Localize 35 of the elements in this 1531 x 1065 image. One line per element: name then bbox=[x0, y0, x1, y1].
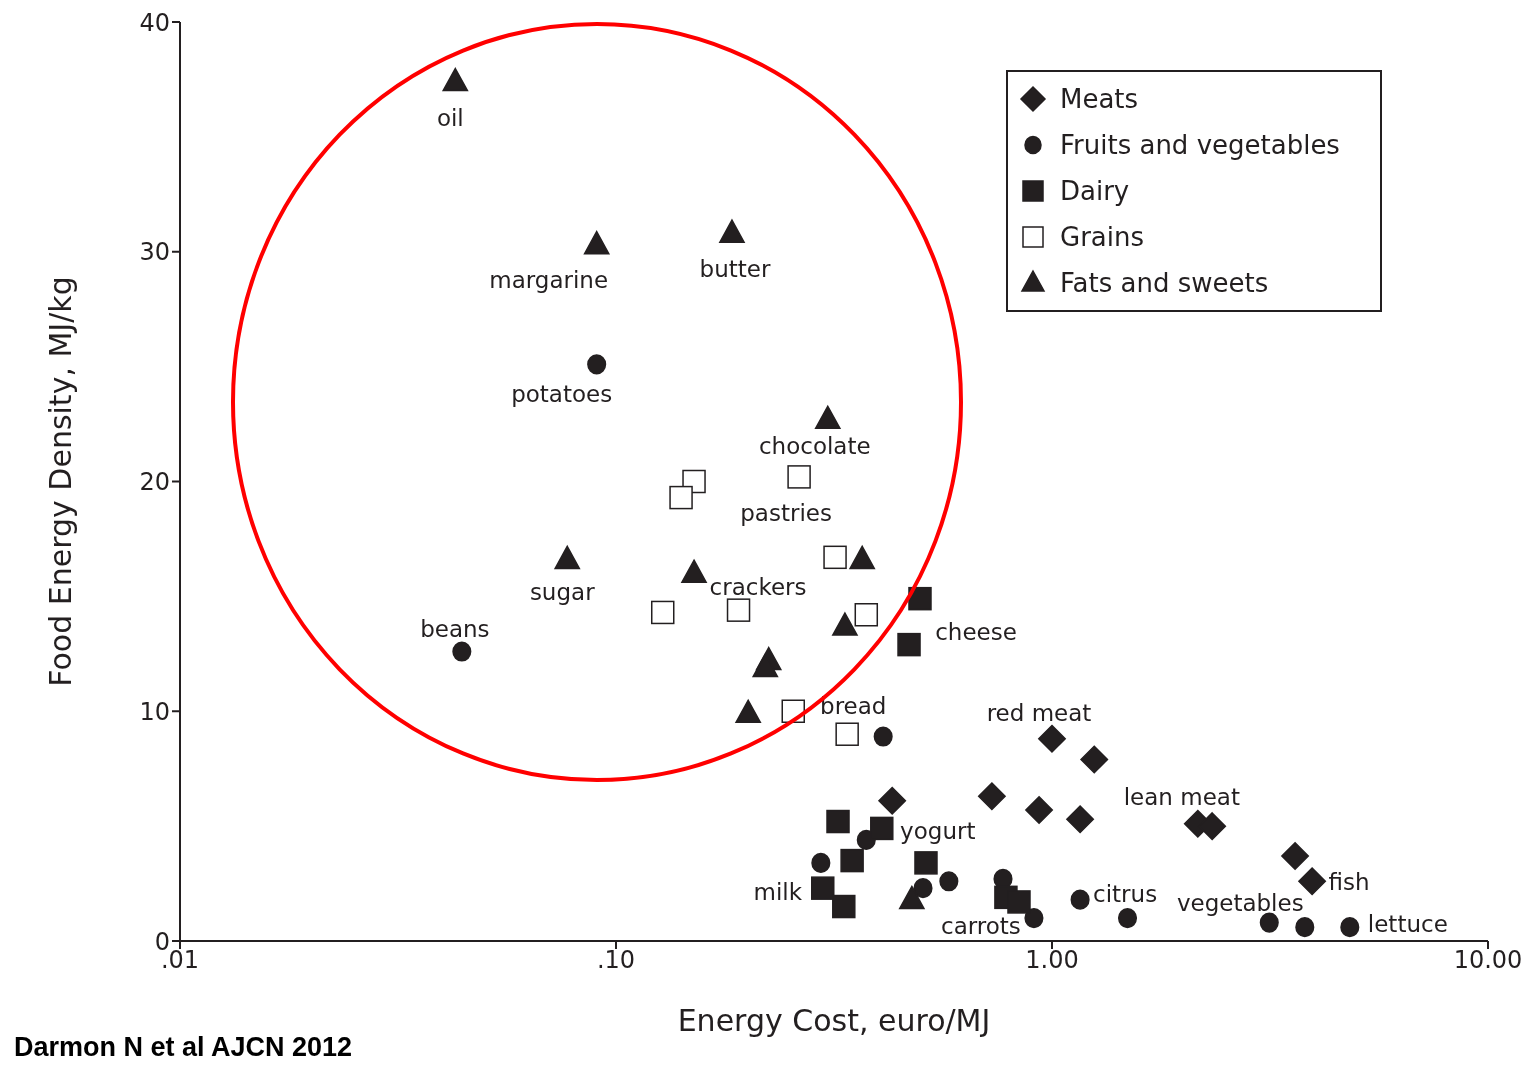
annotation: carrots bbox=[941, 913, 1021, 940]
legend-label: Grains bbox=[1060, 222, 1145, 252]
annotation: potatoes bbox=[511, 381, 613, 408]
y-tick-label: 40 bbox=[139, 8, 170, 37]
annotation: milk bbox=[753, 879, 803, 906]
annotation: red meat bbox=[986, 699, 1092, 726]
legend-label: Meats bbox=[1060, 84, 1139, 114]
text: Darmon N et al AJCN 2012 bbox=[14, 1032, 353, 1063]
annotation: crackers bbox=[709, 574, 807, 601]
annotation: lean meat bbox=[1123, 783, 1240, 810]
legend-label: Dairy bbox=[1060, 176, 1130, 206]
legend-label: Fats and sweets bbox=[1060, 268, 1269, 298]
annotation: chocolate bbox=[758, 433, 871, 460]
annotation: butter bbox=[699, 256, 771, 283]
annotation: lettuce bbox=[1367, 911, 1448, 938]
annotation: cheese bbox=[935, 618, 1017, 645]
annotation: beans bbox=[420, 615, 490, 642]
y-axis-title: Food Energy Density, MJ/kg bbox=[42, 276, 78, 687]
annotation: pastries bbox=[740, 499, 832, 526]
y-tick-label: 30 bbox=[139, 238, 170, 267]
x-axis-title: Energy Cost, euro/MJ bbox=[677, 1003, 991, 1038]
annotation: citrus bbox=[1093, 880, 1158, 907]
annotation: yogurt bbox=[900, 818, 976, 845]
annotation: oil bbox=[436, 104, 464, 131]
annotation: vegetables bbox=[1176, 889, 1304, 916]
y-tick-label: 20 bbox=[139, 468, 170, 497]
annotation: bread bbox=[820, 693, 887, 720]
annotation: margarine bbox=[489, 266, 609, 293]
x-tick-label: 10.00 bbox=[1453, 946, 1523, 975]
legend-label: Fruits and vegetables bbox=[1060, 130, 1340, 160]
y-tick-label: 10 bbox=[139, 697, 170, 726]
x-tick-label: 1.00 bbox=[1025, 946, 1079, 975]
annotation: sugar bbox=[529, 578, 596, 605]
annotation: fish bbox=[1328, 869, 1370, 896]
x-tick-label: .10 bbox=[596, 946, 636, 975]
